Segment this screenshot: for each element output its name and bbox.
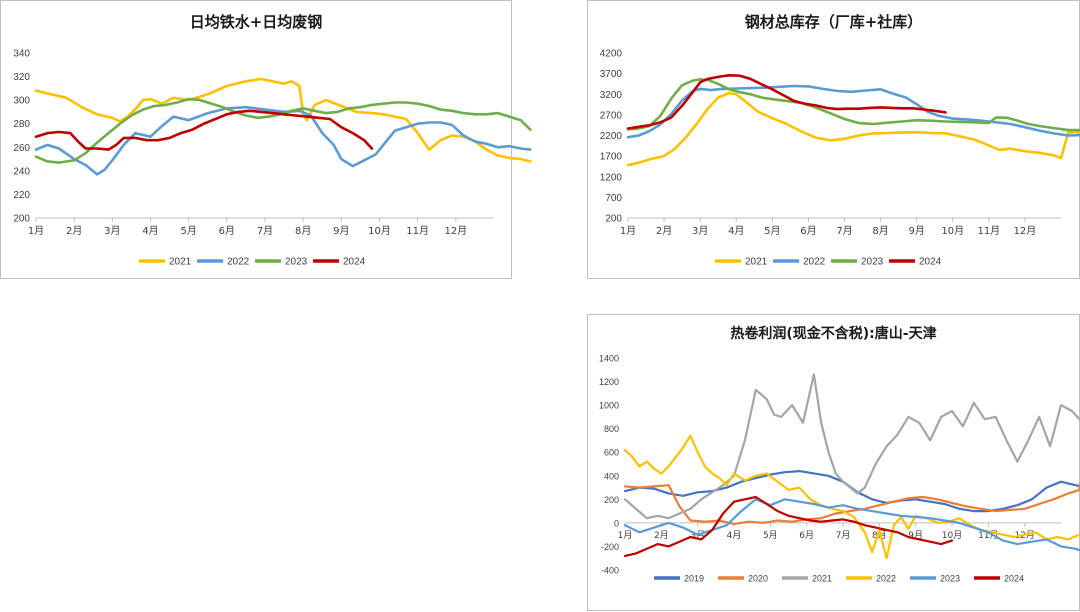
x-tick-label: 4月 xyxy=(728,225,744,237)
series-line-2023 xyxy=(623,498,1080,552)
series-line-2021 xyxy=(626,91,1080,167)
series-line-2019 xyxy=(623,470,1080,513)
series-line-2022 xyxy=(34,105,532,176)
x-tick-label: 8月 xyxy=(872,225,888,237)
y-tick-label: 3200 xyxy=(600,90,623,101)
chart-title: 热卷利润(现金不含税):唐山-天津 xyxy=(730,326,937,342)
y-tick-label: 300 xyxy=(13,96,30,107)
legend-label: 2023 xyxy=(285,257,308,268)
y-tick-label: 2700 xyxy=(600,110,623,121)
chart-title: 日均铁水+日均废钢 xyxy=(189,13,323,31)
x-tick-label: 8月 xyxy=(295,225,311,237)
series-line-2024 xyxy=(626,74,947,130)
series-line-2024 xyxy=(34,109,374,151)
y-tick-label: 200 xyxy=(605,214,622,225)
x-tick-label: 6月 xyxy=(799,530,814,541)
x-tick-label: 4月 xyxy=(727,530,742,541)
legend-label: 2023 xyxy=(940,574,960,584)
series-line-2022 xyxy=(626,84,1080,139)
x-tick-label: 12月 xyxy=(444,225,467,237)
legend-label: 2023 xyxy=(861,257,884,268)
y-tick-label: 1000 xyxy=(599,401,619,411)
y-tick-label: 0 xyxy=(614,518,619,528)
x-tick-label: 9月 xyxy=(333,225,349,237)
x-tick-label: 3月 xyxy=(104,225,120,237)
chart-plot-iron-scrap: 200 220 240 260 280 300 320 340 1月 2月 3月 4月 5月 6月 7月 8月… xyxy=(13,49,532,268)
legend-label: 2020 xyxy=(748,574,768,584)
x-tick-label: 10月 xyxy=(942,530,962,541)
series-line-2020 xyxy=(623,481,1080,526)
x-tick-label: 7月 xyxy=(836,530,851,541)
x-tick-label: 2月 xyxy=(66,225,82,237)
legend-label: 2021 xyxy=(812,574,832,584)
y-tick-label: 1200 xyxy=(600,172,623,183)
y-tick-label: -400 xyxy=(601,566,619,576)
chart-panel-iron-scrap: 日均铁水+日均废钢 200 220 240 260 280 300 320 340 1月 2月 3月… xyxy=(0,0,532,279)
y-tick-label: 1700 xyxy=(600,152,623,163)
legend-label: 2019 xyxy=(684,574,704,584)
y-tick-label: 240 xyxy=(13,166,30,177)
y-tick-label: 600 xyxy=(604,448,619,458)
series-line-2022 xyxy=(623,434,1080,560)
y-tick-label: 320 xyxy=(13,72,30,83)
y-tick-label: 700 xyxy=(605,193,622,204)
legend-label: 2022 xyxy=(876,574,896,584)
y-tick-label: 200 xyxy=(604,495,619,505)
x-tick-label: 2月 xyxy=(654,530,669,541)
x-tick-label: 5月 xyxy=(180,225,196,237)
series-line-2024 xyxy=(623,495,954,557)
x-tick-label: 7月 xyxy=(836,225,852,237)
y-tick-label: 220 xyxy=(13,190,30,201)
series-line-2023 xyxy=(626,78,1080,132)
legend-label: 2022 xyxy=(803,257,826,268)
chart-panel-steel-inventory: 钢材总库存（厂库+社库） 200 700 1200 1700 2200 2700 3200 3… xyxy=(587,0,1080,279)
y-tick-label: 1400 xyxy=(599,354,619,364)
x-tick-label: 7月 xyxy=(257,225,273,237)
y-tick-label: 4200 xyxy=(600,49,623,60)
y-tick-label: 260 xyxy=(13,143,30,154)
x-tick-label: 5月 xyxy=(764,225,780,237)
legend-label: 2021 xyxy=(745,257,768,268)
x-tick-label: 11月 xyxy=(978,530,998,541)
x-tick-label: 9月 xyxy=(908,530,923,541)
x-tick-label: 4月 xyxy=(142,225,158,237)
x-tick-label: 11月 xyxy=(406,225,429,237)
legend-label: 2024 xyxy=(919,257,942,268)
y-tick-label: 1200 xyxy=(599,377,619,387)
x-tick-label: 8月 xyxy=(872,530,887,541)
y-tick-label: 3700 xyxy=(600,69,623,80)
series-line-2021 xyxy=(34,77,532,163)
x-tick-label: 5月 xyxy=(763,530,778,541)
x-tick-label: 6月 xyxy=(800,225,816,237)
legend-label: 2022 xyxy=(227,257,250,268)
legend-label: 2024 xyxy=(343,257,366,268)
x-tick-label: 10月 xyxy=(368,225,391,237)
y-tick-label: 340 xyxy=(13,49,30,60)
chart-title: 钢材总库存（厂库+社库） xyxy=(744,13,923,31)
y-tick-label: 2200 xyxy=(600,131,623,142)
y-tick-label: 800 xyxy=(604,424,619,434)
chart-plot-steel-inventory: 200 700 1200 1700 2200 2700 3200 3700 4200 1月 2月 3月… xyxy=(600,49,1080,268)
x-tick-label: 6月 xyxy=(219,225,235,237)
legend-label: 2021 xyxy=(169,257,192,268)
legend-label: 2024 xyxy=(1004,574,1024,584)
x-tick-label: 10月 xyxy=(941,225,964,237)
y-tick-label: -200 xyxy=(601,542,619,552)
x-tick-label: 1月 xyxy=(618,530,633,541)
x-tick-label: 1月 xyxy=(28,225,44,237)
y-tick-label: 400 xyxy=(604,471,619,481)
x-tick-label: 12月 xyxy=(1014,225,1037,237)
x-tick-label: 1月 xyxy=(620,225,636,237)
series-line-2023 xyxy=(34,97,532,164)
x-tick-label: 3月 xyxy=(692,225,708,237)
y-tick-label: 280 xyxy=(13,119,30,130)
x-tick-label: 11月 xyxy=(977,225,1000,237)
series-line-2021 xyxy=(623,373,1080,520)
x-tick-label: 9月 xyxy=(908,225,924,237)
y-tick-label: 200 xyxy=(13,214,30,225)
chart-panel-hrc-profit: 热卷利润(现金不含税):唐山-天津 -400 -200 0 200 400 600 800 1… xyxy=(587,314,1080,611)
x-tick-label: 2月 xyxy=(656,225,672,237)
